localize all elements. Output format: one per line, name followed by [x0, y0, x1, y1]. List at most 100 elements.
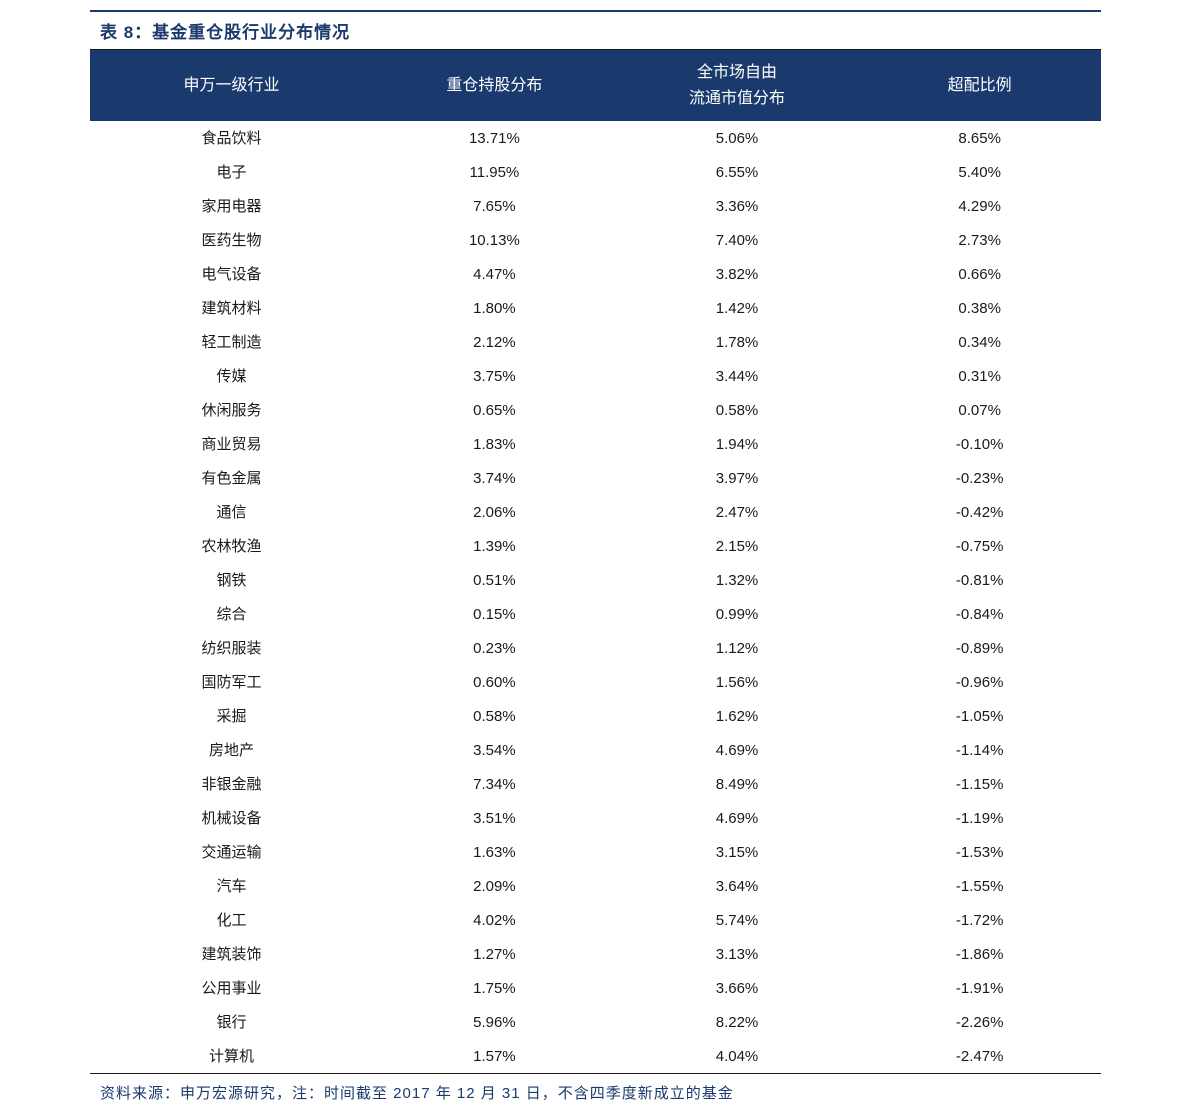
table-cell: 1.27% — [373, 937, 616, 971]
table-cell: 1.62% — [616, 699, 859, 733]
table-cell: -1.55% — [858, 869, 1101, 903]
table-row: 医药生物10.13%7.40%2.73% — [90, 223, 1101, 257]
table-cell: 0.60% — [373, 665, 616, 699]
table-cell: 公用事业 — [90, 971, 373, 1005]
table-cell: 汽车 — [90, 869, 373, 903]
table-cell: 国防军工 — [90, 665, 373, 699]
table-row: 采掘0.58%1.62%-1.05% — [90, 699, 1101, 733]
table-cell: 8.65% — [858, 121, 1101, 155]
table-cell: 3.74% — [373, 461, 616, 495]
table-cell: 8.49% — [616, 767, 859, 801]
table-cell: 3.82% — [616, 257, 859, 291]
table-cell: 0.31% — [858, 359, 1101, 393]
table-cell: -0.42% — [858, 495, 1101, 529]
table-cell: 2.15% — [616, 529, 859, 563]
table-cell: -0.96% — [858, 665, 1101, 699]
table-row: 有色金属3.74%3.97%-0.23% — [90, 461, 1101, 495]
table-cell: 通信 — [90, 495, 373, 529]
table-cell: 2.09% — [373, 869, 616, 903]
table-cell: 13.71% — [373, 121, 616, 155]
table-cell: 非银金融 — [90, 767, 373, 801]
table-cell: 2.47% — [616, 495, 859, 529]
table-cell: 5.06% — [616, 121, 859, 155]
table-cell: 0.58% — [373, 699, 616, 733]
table-row: 国防军工0.60%1.56%-0.96% — [90, 665, 1101, 699]
table-row: 食品饮料13.71%5.06%8.65% — [90, 121, 1101, 155]
table-cell: 1.80% — [373, 291, 616, 325]
table-cell: -1.05% — [858, 699, 1101, 733]
table-cell: 3.54% — [373, 733, 616, 767]
table-cell: 2.06% — [373, 495, 616, 529]
table-row: 机械设备3.51%4.69%-1.19% — [90, 801, 1101, 835]
table-cell: 1.12% — [616, 631, 859, 665]
table-row: 房地产3.54%4.69%-1.14% — [90, 733, 1101, 767]
table-cell: 8.22% — [616, 1005, 859, 1039]
table-cell: 10.13% — [373, 223, 616, 257]
table-cell: 2.12% — [373, 325, 616, 359]
table-cell: 5.74% — [616, 903, 859, 937]
table-cell: 3.51% — [373, 801, 616, 835]
table-cell: 4.02% — [373, 903, 616, 937]
header-text: 申万一级行业 — [184, 77, 280, 94]
table-row: 汽车2.09%3.64%-1.55% — [90, 869, 1101, 903]
table-cell: 化工 — [90, 903, 373, 937]
table-cell: 建筑材料 — [90, 291, 373, 325]
table-cell: 7.40% — [616, 223, 859, 257]
table-cell: 4.29% — [858, 189, 1101, 223]
table-row: 电气设备4.47%3.82%0.66% — [90, 257, 1101, 291]
table-cell: 0.15% — [373, 597, 616, 631]
table-row: 建筑材料1.80%1.42%0.38% — [90, 291, 1101, 325]
table-body: 食品饮料13.71%5.06%8.65%电子11.95%6.55%5.40%家用… — [90, 121, 1101, 1074]
source-note: 资料来源：申万宏源研究，注：时间截至 2017 年 12 月 31 日，不含四季… — [90, 1074, 1101, 1107]
table-cell: -0.84% — [858, 597, 1101, 631]
table-cell: -1.72% — [858, 903, 1101, 937]
column-header-holding: 重仓持股分布 — [373, 50, 616, 122]
table-cell: 1.94% — [616, 427, 859, 461]
table-cell: -1.14% — [858, 733, 1101, 767]
table-cell: 1.83% — [373, 427, 616, 461]
table-cell: 11.95% — [373, 155, 616, 189]
table-row: 公用事业1.75%3.66%-1.91% — [90, 971, 1101, 1005]
table-row: 休闲服务0.65%0.58%0.07% — [90, 393, 1101, 427]
table-row: 农林牧渔1.39%2.15%-0.75% — [90, 529, 1101, 563]
table-cell: 3.97% — [616, 461, 859, 495]
table-cell: 0.51% — [373, 563, 616, 597]
table-row: 建筑装饰1.27%3.13%-1.86% — [90, 937, 1101, 971]
table-cell: 1.63% — [373, 835, 616, 869]
table-cell: 1.42% — [616, 291, 859, 325]
table-cell: 6.55% — [616, 155, 859, 189]
table-cell: 4.69% — [616, 801, 859, 835]
table-header-row: 申万一级行业 重仓持股分布 全市场自由 流通市值分布 超配比例 — [90, 50, 1101, 122]
column-header-overweight: 超配比例 — [858, 50, 1101, 122]
table-row: 计算机1.57%4.04%-2.47% — [90, 1039, 1101, 1074]
table-row: 银行5.96%8.22%-2.26% — [90, 1005, 1101, 1039]
table-cell: 0.34% — [858, 325, 1101, 359]
table-cell: 0.07% — [858, 393, 1101, 427]
table-cell: 3.15% — [616, 835, 859, 869]
table-cell: -1.91% — [858, 971, 1101, 1005]
table-row: 电子11.95%6.55%5.40% — [90, 155, 1101, 189]
table-cell: 3.36% — [616, 189, 859, 223]
table-row: 通信2.06%2.47%-0.42% — [90, 495, 1101, 529]
distribution-table: 申万一级行业 重仓持股分布 全市场自由 流通市值分布 超配比例 食品饮料13.7… — [90, 49, 1101, 1074]
table-cell: 农林牧渔 — [90, 529, 373, 563]
table-cell: 0.99% — [616, 597, 859, 631]
header-text: 重仓持股分布 — [446, 77, 542, 94]
table-cell: -1.19% — [858, 801, 1101, 835]
table-cell: 综合 — [90, 597, 373, 631]
table-cell: 4.69% — [616, 733, 859, 767]
table-cell: 建筑装饰 — [90, 937, 373, 971]
table-cell: 3.64% — [616, 869, 859, 903]
table-cell: -0.10% — [858, 427, 1101, 461]
table-cell: -0.81% — [858, 563, 1101, 597]
table-cell: 房地产 — [90, 733, 373, 767]
table-cell: 有色金属 — [90, 461, 373, 495]
column-header-industry: 申万一级行业 — [90, 50, 373, 122]
table-cell: 1.32% — [616, 563, 859, 597]
table-cell: 5.40% — [858, 155, 1101, 189]
table-cell: 轻工制造 — [90, 325, 373, 359]
table-cell: 纺织服装 — [90, 631, 373, 665]
table-cell: 商业贸易 — [90, 427, 373, 461]
table-cell: 1.39% — [373, 529, 616, 563]
table-cell: 钢铁 — [90, 563, 373, 597]
